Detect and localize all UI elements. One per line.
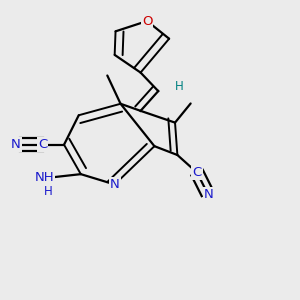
Text: N: N <box>110 178 119 191</box>
Text: H: H <box>44 185 53 198</box>
Text: C: C <box>193 166 202 179</box>
Text: N: N <box>11 138 21 151</box>
Text: N: N <box>204 188 214 201</box>
Text: NH: NH <box>35 171 54 184</box>
Text: O: O <box>142 14 152 28</box>
Text: H: H <box>175 80 184 93</box>
Text: C: C <box>38 138 47 151</box>
